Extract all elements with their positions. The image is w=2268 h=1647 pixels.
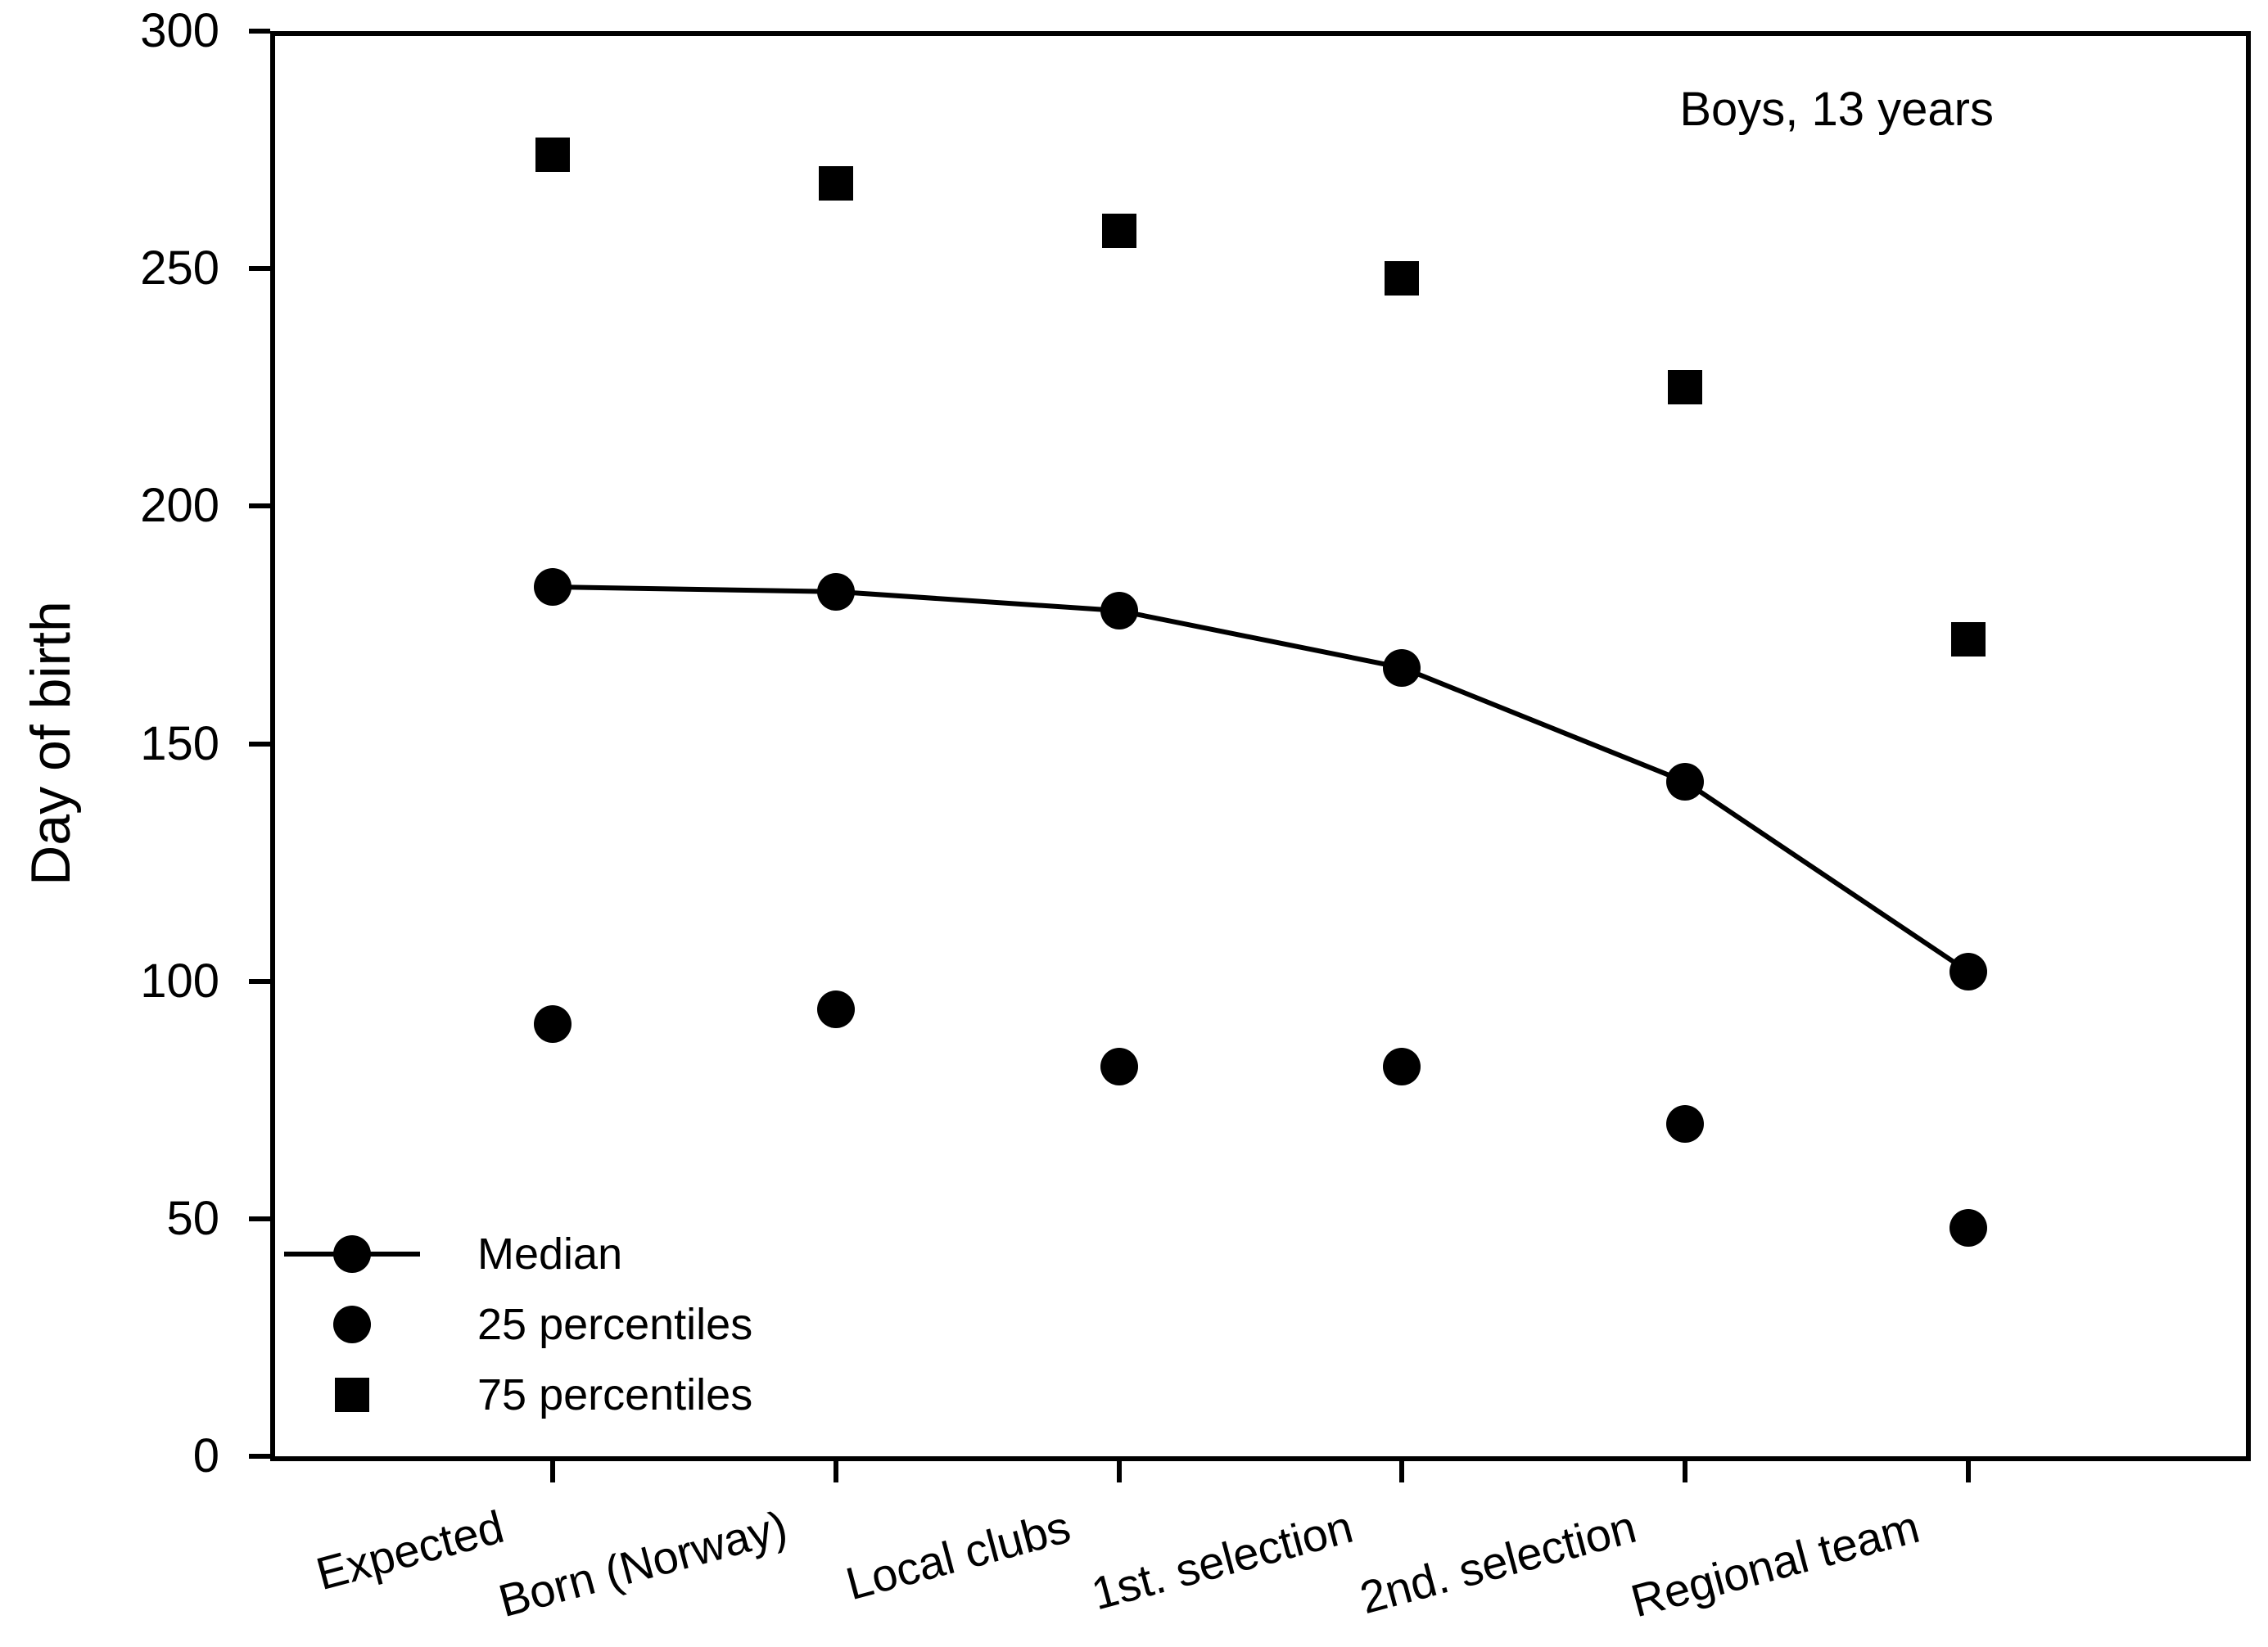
y-tick-50 bbox=[249, 1216, 270, 1221]
x-tick-2 bbox=[833, 1461, 838, 1482]
y-tick-label-150: 150 bbox=[140, 716, 219, 770]
x-tick-5 bbox=[1683, 1461, 1688, 1482]
y-tick-100 bbox=[249, 978, 270, 984]
y-tick-150 bbox=[249, 741, 270, 747]
x-tick-3 bbox=[1116, 1461, 1122, 1482]
x-tick-label-2: Born (Norway) bbox=[493, 1500, 793, 1627]
x-tick-label-6: Regional team bbox=[1625, 1500, 1925, 1627]
legend-item-75-percentiles: 75 percentiles bbox=[282, 1370, 752, 1419]
y-tick-300 bbox=[249, 29, 270, 34]
y-tick-label-200: 200 bbox=[140, 479, 219, 533]
median-line-circle-icon bbox=[282, 1230, 422, 1279]
legend-item-median: Median bbox=[282, 1230, 622, 1279]
point-25-percentiles-1 bbox=[534, 1004, 572, 1043]
y-tick-label-0: 0 bbox=[192, 1429, 219, 1482]
point-median-6 bbox=[1949, 953, 1987, 991]
y-tick-label-100: 100 bbox=[140, 954, 219, 1008]
point-25-percentiles-2 bbox=[816, 990, 855, 1029]
x-tick-label-4: 1st. selection bbox=[1086, 1500, 1358, 1620]
x-tick-label-5: 2nd. selection bbox=[1354, 1500, 1642, 1624]
y-tick-200 bbox=[249, 503, 270, 509]
legend-label-75-percentiles: 75 percentiles bbox=[477, 1370, 753, 1419]
legend-label-median: Median bbox=[477, 1230, 623, 1279]
filled-circle-icon bbox=[282, 1300, 422, 1349]
y-tick-250 bbox=[249, 266, 270, 272]
filled-square-icon bbox=[282, 1370, 422, 1419]
legend-item-25-percentiles: 25 percentiles bbox=[282, 1300, 752, 1349]
y-tick-label-50: 50 bbox=[166, 1191, 219, 1245]
point-25-percentiles-6 bbox=[1949, 1209, 1987, 1248]
point-75-percentiles-1 bbox=[535, 137, 570, 172]
point-25-percentiles-4 bbox=[1383, 1048, 1421, 1086]
x-tick-1 bbox=[550, 1461, 555, 1482]
point-75-percentiles-4 bbox=[1385, 260, 1420, 296]
point-75-percentiles-5 bbox=[1668, 370, 1703, 405]
point-25-percentiles-5 bbox=[1666, 1104, 1705, 1143]
point-25-percentiles-3 bbox=[1100, 1048, 1138, 1086]
point-median-4 bbox=[1383, 648, 1421, 687]
y-tick-label-250: 250 bbox=[140, 241, 219, 296]
y-tick-0 bbox=[249, 1454, 270, 1459]
point-median-5 bbox=[1666, 762, 1705, 801]
point-median-3 bbox=[1100, 592, 1138, 629]
chart-annotation: Boys, 13 years bbox=[1679, 83, 1994, 136]
x-tick-label-3: Local clubs bbox=[840, 1500, 1076, 1610]
x-tick-6 bbox=[1966, 1461, 1971, 1482]
point-75-percentiles-2 bbox=[818, 165, 853, 201]
y-tick-label-300: 300 bbox=[140, 4, 219, 57]
point-median-1 bbox=[534, 567, 572, 606]
x-tick-4 bbox=[1399, 1461, 1405, 1482]
legend-label-25-percentiles: 25 percentiles bbox=[477, 1300, 753, 1349]
x-tick-label-1: Expected bbox=[310, 1500, 509, 1600]
point-75-percentiles-3 bbox=[1101, 213, 1136, 248]
plot-frame bbox=[270, 31, 2251, 1461]
point-median-2 bbox=[816, 572, 855, 611]
point-75-percentiles-6 bbox=[1951, 621, 1986, 657]
